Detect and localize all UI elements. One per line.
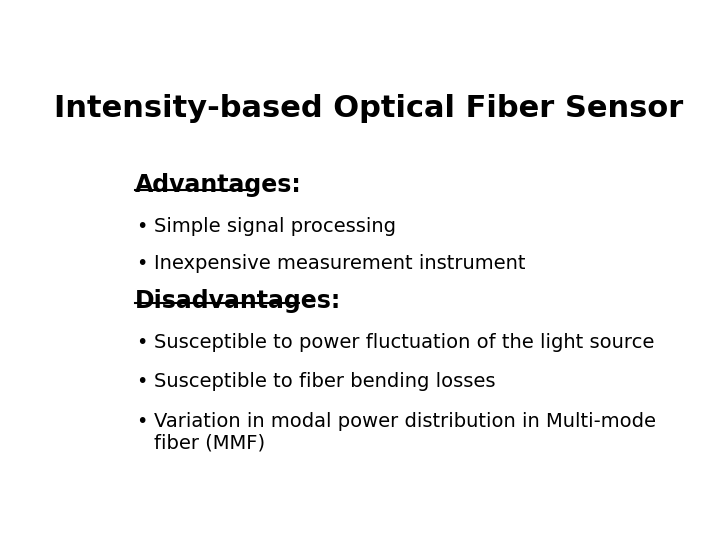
Text: •: • (136, 217, 148, 235)
Text: Advantages:: Advantages: (135, 173, 302, 197)
Text: •: • (136, 412, 148, 431)
Text: Susceptible to fiber bending losses: Susceptible to fiber bending losses (154, 373, 495, 392)
Text: Inexpensive measurement instrument: Inexpensive measurement instrument (154, 254, 526, 273)
Text: •: • (136, 373, 148, 392)
Text: Intensity-based Optical Fiber Sensor: Intensity-based Optical Fiber Sensor (55, 94, 683, 123)
Text: •: • (136, 254, 148, 273)
Text: Variation in modal power distribution in Multi-mode
fiber (MMF): Variation in modal power distribution in… (154, 412, 656, 453)
Text: •: • (136, 333, 148, 352)
Text: Disadvantages:: Disadvantages: (135, 289, 341, 313)
Text: Simple signal processing: Simple signal processing (154, 217, 396, 235)
Text: Susceptible to power fluctuation of the light source: Susceptible to power fluctuation of the … (154, 333, 654, 352)
